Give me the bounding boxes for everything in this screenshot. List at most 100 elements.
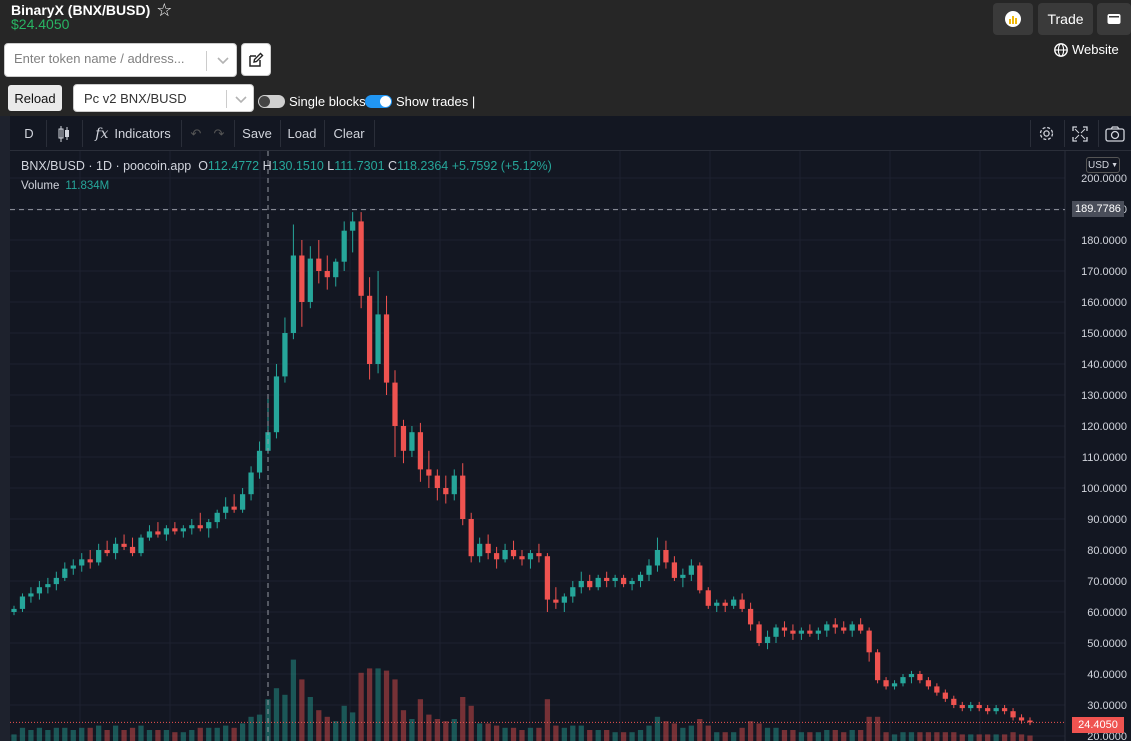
legend-source: poocoin.app xyxy=(123,159,192,173)
interval-button[interactable]: D xyxy=(24,126,34,141)
candle-body xyxy=(70,565,76,569)
edit-button[interactable] xyxy=(241,43,271,76)
camera-icon[interactable] xyxy=(1102,116,1128,151)
pair-select[interactable]: Pc v2 BNX/BUSD xyxy=(73,84,254,112)
candle-body xyxy=(883,680,889,687)
function-icon: fx xyxy=(95,125,109,142)
currency-select[interactable]: USD ▼ xyxy=(1086,157,1120,173)
volume-bar xyxy=(45,730,51,741)
candle-body xyxy=(1018,717,1025,721)
price-chart[interactable]: 200.0000190.0000180.0000170.0000160.0000… xyxy=(10,151,1131,741)
reload-button[interactable]: Reload xyxy=(8,85,62,111)
candle-body xyxy=(189,525,195,529)
show-trades-toggle[interactable] xyxy=(365,95,392,108)
candle-body xyxy=(841,627,847,631)
volume-bar xyxy=(434,719,440,741)
candle-body xyxy=(248,472,254,495)
candle-body xyxy=(663,550,669,563)
candle-body xyxy=(358,221,364,296)
price-tick-label: 110.0000 xyxy=(1082,452,1127,464)
candle-body xyxy=(231,506,237,510)
undo-icon[interactable]: ↶ xyxy=(190,125,202,141)
volume-bar xyxy=(942,732,948,741)
volume-bar xyxy=(324,716,330,741)
token-title: BinaryX (BNX/BUSD) ☆ xyxy=(11,0,173,20)
candle-body xyxy=(561,596,567,603)
favorite-star-icon[interactable]: ☆ xyxy=(156,0,173,20)
legend-open: 112.4772 xyxy=(207,159,260,173)
volume-bar xyxy=(70,730,76,741)
volume-bar xyxy=(908,732,915,741)
chart-panel[interactable]: D fx Indicators ↶ ↷ Save Load Clear xyxy=(0,116,1131,741)
token-price: $24.4050 xyxy=(11,16,70,32)
candle-body xyxy=(968,705,974,709)
volume-label: Volume xyxy=(21,180,60,192)
candle-body xyxy=(620,577,627,585)
price-axis: 200.0000190.0000180.0000170.0000160.0000… xyxy=(1081,173,1127,741)
volume-bar xyxy=(595,730,601,741)
volume-bar xyxy=(214,727,220,741)
candle-style-button[interactable] xyxy=(52,116,76,151)
volume-bar xyxy=(629,732,635,741)
token-search-input[interactable] xyxy=(14,51,194,66)
indicators-label: Indicators xyxy=(114,126,171,141)
volume-bar xyxy=(570,725,576,741)
volume-bar xyxy=(527,727,534,741)
price-tick-label: 140.0000 xyxy=(1081,359,1127,371)
ohlc-legend: BNX/BUSD · 1D · poocoin.app O112.4772 H1… xyxy=(21,159,552,173)
candle-body xyxy=(146,531,153,538)
redo-icon[interactable]: ↷ xyxy=(213,125,225,141)
price-tick-label: 90.0000 xyxy=(1087,514,1127,526)
fullscreen-icon[interactable] xyxy=(1068,116,1092,151)
volume-bar xyxy=(959,734,965,741)
candle-body xyxy=(460,475,466,519)
candle-body xyxy=(197,525,203,529)
volume-bar xyxy=(637,730,644,741)
candlestick-series xyxy=(11,212,1033,726)
candle-body xyxy=(985,708,991,712)
volume-bar xyxy=(781,730,788,741)
volume-bar xyxy=(163,730,170,741)
volume-bar xyxy=(502,727,508,741)
website-link[interactable]: Website xyxy=(1054,42,1119,57)
volume-bar xyxy=(510,727,517,741)
candle-body xyxy=(138,537,144,554)
trade-button[interactable]: Trade xyxy=(1038,3,1093,35)
volume-bar xyxy=(807,732,813,741)
volume-bar xyxy=(925,732,932,741)
wallet-icon xyxy=(1107,14,1121,24)
indicators-button[interactable]: fx Indicators xyxy=(88,116,178,151)
candle-body xyxy=(824,624,830,631)
token-name: BinaryX (BNX/BUSD) xyxy=(11,2,151,18)
toolbar-separator xyxy=(324,120,325,147)
candle-body xyxy=(773,627,779,637)
drawing-tools-strip[interactable] xyxy=(0,116,10,741)
wallet-button[interactable] xyxy=(1097,3,1131,35)
search-separator xyxy=(206,51,207,71)
single-blocks-toggle[interactable] xyxy=(258,95,285,108)
price-tick-label: 120.0000 xyxy=(1081,421,1127,433)
volume-bar xyxy=(485,723,491,741)
chevron-down-icon[interactable] xyxy=(231,89,251,109)
settings-gear-icon[interactable] xyxy=(1034,116,1058,151)
volume-bar xyxy=(553,725,559,741)
load-button[interactable]: Load xyxy=(287,126,317,141)
candle-body xyxy=(849,624,855,631)
volume-bar xyxy=(451,719,457,741)
toggle-knob xyxy=(259,96,270,107)
chart-button[interactable] xyxy=(993,3,1033,35)
candle-body xyxy=(604,577,610,581)
candle-body xyxy=(316,258,322,271)
chevron-down-icon[interactable] xyxy=(213,49,233,71)
token-search-box[interactable] xyxy=(4,43,237,77)
volume-bar xyxy=(358,672,364,741)
volume-bar xyxy=(282,694,288,741)
volume-bar xyxy=(714,732,720,741)
candle-body xyxy=(866,630,872,653)
volume-bar xyxy=(620,732,627,741)
candle-body xyxy=(53,577,59,585)
save-button[interactable]: Save xyxy=(242,126,272,141)
clear-button[interactable]: Clear xyxy=(333,126,365,141)
volume-bar xyxy=(36,727,43,741)
volume-bar xyxy=(866,716,872,741)
